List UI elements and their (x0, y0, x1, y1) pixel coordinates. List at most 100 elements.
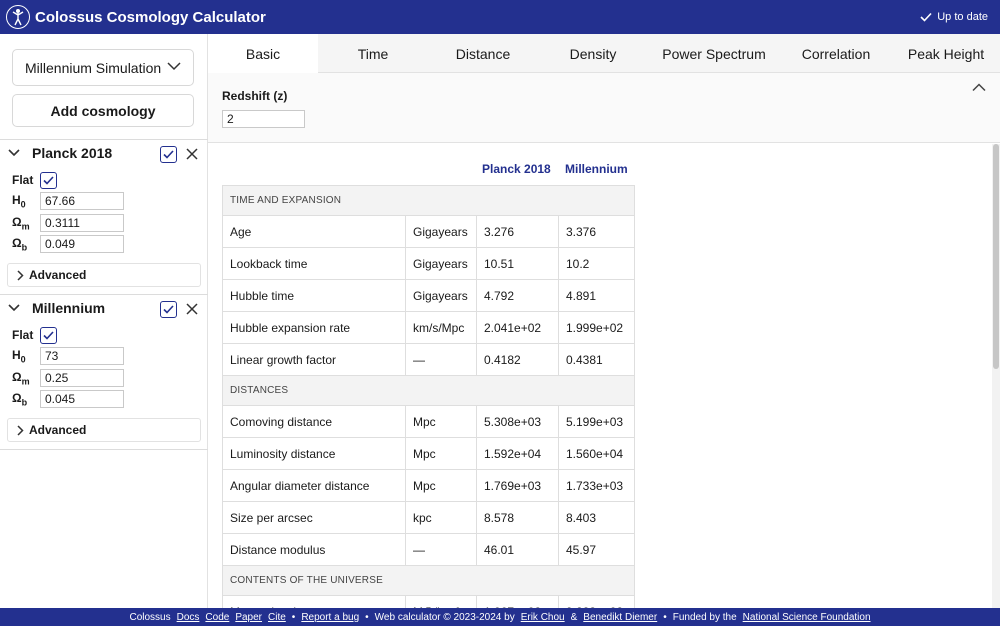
table-row: Lookback time Gigayears 10.51 10.2 (222, 247, 635, 280)
chevron-down-icon[interactable] (8, 148, 20, 158)
table-row: Angular diameter distance Mpc 1.769e+03 1.7… (222, 469, 635, 502)
quantity-name: Comoving distance (222, 405, 406, 438)
table-section-header: DISTANCES (222, 375, 635, 406)
value-millennium: 1.999e+02 (558, 311, 635, 344)
value-millennium: 4.891 (558, 279, 635, 312)
docs-link[interactable]: Docs (176, 611, 200, 623)
tab-distance[interactable]: Distance (455, 45, 511, 62)
preset-select[interactable]: Millennium Simulation (12, 49, 194, 86)
omega-m-input[interactable] (40, 369, 124, 387)
h0-row: H0 (12, 346, 202, 366)
value-planck-2018: 2.041e+02 (476, 311, 559, 344)
value-planck-2018: 46.01 (476, 533, 559, 566)
quantity-name: Age (222, 215, 406, 248)
flat-label: Flat (12, 173, 34, 187)
omega-m-label: Ωm (12, 214, 30, 232)
code-link[interactable]: Code (205, 611, 230, 623)
quantity-name: Linear growth factor (222, 343, 406, 376)
omega-m-row: Ωm (12, 368, 202, 388)
value-planck-2018: 5.308e+03 (476, 405, 559, 438)
separator: • (291, 611, 296, 623)
close-icon[interactable] (185, 302, 199, 316)
divider (0, 294, 208, 295)
tab-peak-height[interactable]: Peak Height (907, 45, 985, 62)
quantity-unit: kpc (405, 501, 477, 534)
tab-power-spectrum[interactable]: Power Spectrum (662, 45, 766, 62)
tab-correlation[interactable]: Correlation (801, 45, 871, 62)
author-erik-chou-link[interactable]: Erik Chou (520, 611, 565, 623)
colossus-logo-icon (6, 5, 30, 29)
flat-checkbox[interactable] (40, 326, 57, 344)
quantity-unit: Mpc (405, 469, 477, 502)
tab-bar: Basic Time Distance Density Power Spectr… (208, 34, 1000, 74)
chevron-down-icon[interactable] (8, 303, 20, 313)
omega-b-label: Ωb (12, 235, 28, 253)
advanced-toggle[interactable]: Advanced (7, 418, 201, 442)
quantity-name: Matter density (222, 595, 406, 608)
results-table: TIME AND EXPANSION Age Gigayears 3.276 3.376… (222, 185, 635, 608)
report-bug-link[interactable]: Report a bug (301, 611, 360, 623)
redshift-input[interactable] (222, 110, 305, 128)
author-benedikt-diemer-link[interactable]: Benedikt Diemer (583, 611, 658, 623)
enable-checkbox[interactable] (160, 146, 177, 163)
h0-input[interactable] (40, 192, 124, 210)
table-row: Comoving distance Mpc 5.308e+03 5.199e+03 (222, 405, 635, 438)
value-millennium: 8.403 (558, 501, 635, 534)
nsf-link[interactable]: National Science Foundation (742, 611, 871, 623)
close-icon[interactable] (185, 147, 199, 161)
section-title: DISTANCES (222, 375, 635, 406)
enable-checkbox[interactable] (160, 301, 177, 318)
h0-row: H0 (12, 191, 202, 211)
advanced-label: Advanced (29, 268, 87, 282)
omega-b-label: Ωb (12, 390, 28, 408)
value-planck-2018: 10.51 (476, 247, 559, 280)
quantity-name: Luminosity distance (222, 437, 406, 470)
cite-link[interactable]: Cite (268, 611, 286, 623)
omega-b-row: Ωb (12, 389, 202, 409)
scrollbar[interactable] (992, 144, 1000, 608)
flat-row: Flat (12, 325, 202, 345)
value-planck-2018: 1.769e+03 (476, 469, 559, 502)
quantity-unit: km/s/Mpc (405, 311, 477, 344)
omega-b-input[interactable] (40, 390, 124, 408)
quantity-name: Lookback time (222, 247, 406, 280)
divider (0, 139, 208, 140)
section-title: TIME AND EXPANSION (222, 185, 635, 216)
omega-m-label: Ωm (12, 369, 30, 387)
value-millennium: 3.376 (558, 215, 635, 248)
cosmology-name: Planck 2018 (32, 145, 113, 161)
cosmology-name: Millennium (32, 300, 106, 316)
value-millennium: 10.2 (558, 247, 635, 280)
tab-basic[interactable]: Basic (208, 34, 318, 74)
value-planck-2018: 1.592e+04 (476, 437, 559, 470)
quantity-name: Hubble time (222, 279, 406, 312)
omega-b-input[interactable] (40, 235, 124, 253)
paper-link[interactable]: Paper (235, 611, 262, 623)
footer: Colossus Docs Code Paper Cite • Report a… (0, 608, 1000, 626)
add-cosmology-button[interactable]: Add cosmology (12, 94, 194, 127)
table-row: Luminosity distance Mpc 1.592e+04 1.560e+04 (222, 437, 635, 470)
status-text: Up to date (937, 11, 988, 23)
value-planck-2018: 0.4182 (476, 343, 559, 376)
separator: • (663, 611, 667, 623)
chevron-up-icon[interactable] (972, 83, 986, 92)
quantity-unit: — (405, 343, 477, 376)
advanced-toggle[interactable]: Advanced (7, 263, 201, 287)
scrollbar-thumb[interactable] (993, 144, 999, 369)
tab-time[interactable]: Time (357, 45, 389, 62)
check-icon (920, 12, 932, 22)
h0-input[interactable] (40, 347, 124, 365)
flat-checkbox[interactable] (40, 171, 57, 189)
app-header: Colossus Cosmology Calculator Up to date (0, 0, 1000, 34)
column-header-millennium: Millennium (565, 162, 628, 176)
ampersand: & (570, 611, 578, 623)
quantity-name: Distance modulus (222, 533, 406, 566)
update-status: Up to date (920, 0, 988, 34)
quantity-unit: Mpc (405, 405, 477, 438)
tab-density[interactable]: Density (569, 45, 617, 62)
table-row: Hubble time Gigayears 4.792 4.891 (222, 279, 635, 312)
footer-site: Colossus (129, 611, 171, 623)
omega-m-input[interactable] (40, 214, 124, 232)
app-title: Colossus Cosmology Calculator (35, 8, 266, 26)
table-row: Matter densityM☉/kpc³1.067e+029.223e+02 (222, 595, 635, 608)
